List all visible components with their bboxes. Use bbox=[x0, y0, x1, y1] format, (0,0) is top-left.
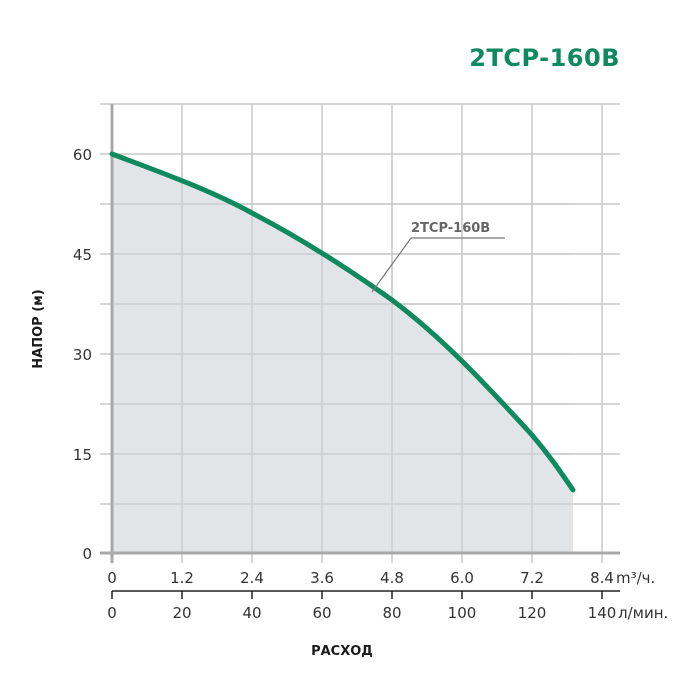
y-tick-30: 30 bbox=[73, 346, 92, 364]
x-axis-title: РАСХОД bbox=[311, 644, 373, 659]
y-tick-0: 0 bbox=[82, 545, 92, 563]
x-tick-lmin-7: 140 bbox=[588, 604, 617, 622]
y-tick-15: 15 bbox=[73, 446, 92, 464]
x-tick-lmin-0: 0 bbox=[107, 604, 117, 622]
x-tick-lmin-3: 60 bbox=[312, 604, 331, 622]
x-tick-m3h-4: 4.8 bbox=[380, 569, 404, 587]
x-unit-lmin: л/мин. bbox=[618, 604, 668, 622]
x-axis-primary: 0 1.2 2.4 3.6 4.8 6.0 7.2 8.4 m³/ч. bbox=[107, 569, 655, 587]
x-tick-m3h-5: 6.0 bbox=[450, 569, 474, 587]
x-unit-m3h: m³/ч. bbox=[616, 569, 655, 587]
y-tick-45: 45 bbox=[73, 246, 92, 264]
y-axis-title: НАПОР (м) bbox=[31, 289, 46, 368]
x-axis-secondary: 0 20 40 60 80 100 120 140 л/мин. bbox=[107, 604, 668, 622]
x-tick-m3h-6: 7.2 bbox=[520, 569, 544, 587]
callout-leader-diagonal bbox=[371, 237, 412, 293]
x-tick-lmin-1: 20 bbox=[172, 604, 191, 622]
x-tick-lmin-6: 120 bbox=[518, 604, 547, 622]
x-tick-lmin-4: 80 bbox=[382, 604, 401, 622]
x-tick-lmin-2: 40 bbox=[242, 604, 261, 622]
chart-title: 2TCP-160B bbox=[469, 44, 620, 72]
x-tick-lmin-5: 100 bbox=[448, 604, 477, 622]
callout-label: 2TCP-160B bbox=[411, 221, 490, 236]
x-tick-m3h-7: 8.4 bbox=[590, 569, 614, 587]
x-tick-m3h-0: 0 bbox=[107, 569, 117, 587]
y-tick-60: 60 bbox=[73, 146, 92, 164]
x-tick-m3h-3: 3.6 bbox=[310, 569, 334, 587]
x-tick-m3h-2: 2.4 bbox=[240, 569, 264, 587]
x-tick-m3h-1: 1.2 bbox=[170, 569, 194, 587]
pump-curve-line bbox=[109, 151, 576, 493]
